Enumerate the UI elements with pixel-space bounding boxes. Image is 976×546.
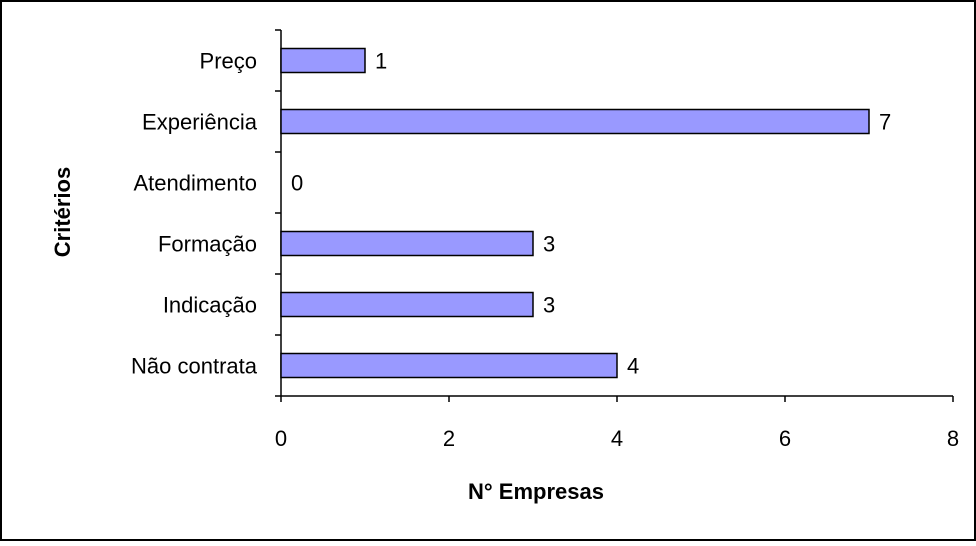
x-tick-label: 8 — [947, 426, 959, 451]
axes — [275, 29, 954, 402]
x-tick-label: 4 — [611, 426, 623, 451]
bars — [280, 47, 870, 379]
category-label: Indicação — [163, 293, 257, 318]
data-label: 0 — [291, 171, 303, 196]
data-label: 3 — [543, 293, 555, 318]
data-label: 1 — [375, 49, 387, 74]
bar — [280, 108, 870, 135]
category-label: Formação — [158, 232, 257, 257]
bar — [280, 47, 366, 74]
data-label: 4 — [627, 354, 639, 379]
bar — [280, 230, 534, 257]
x-tick-label: 0 — [275, 426, 287, 451]
category-label: Não contrata — [131, 354, 258, 379]
y-axis-title: Critérios — [50, 167, 75, 257]
data-label: 3 — [543, 232, 555, 257]
x-axis-title: N° Empresas — [468, 479, 604, 504]
category-label: Atendimento — [133, 171, 257, 196]
x-tick-label: 6 — [779, 426, 791, 451]
category-label: Preço — [200, 49, 257, 74]
category-label: Experiência — [142, 110, 258, 135]
bar — [280, 352, 618, 379]
labels: 0 2 4 6 8 Preço 1 Experiência 7 Atendimento 0 Forma… — [131, 49, 959, 452]
data-label: 7 — [879, 110, 891, 135]
bar — [280, 291, 534, 318]
x-tick-label: 2 — [443, 426, 455, 451]
